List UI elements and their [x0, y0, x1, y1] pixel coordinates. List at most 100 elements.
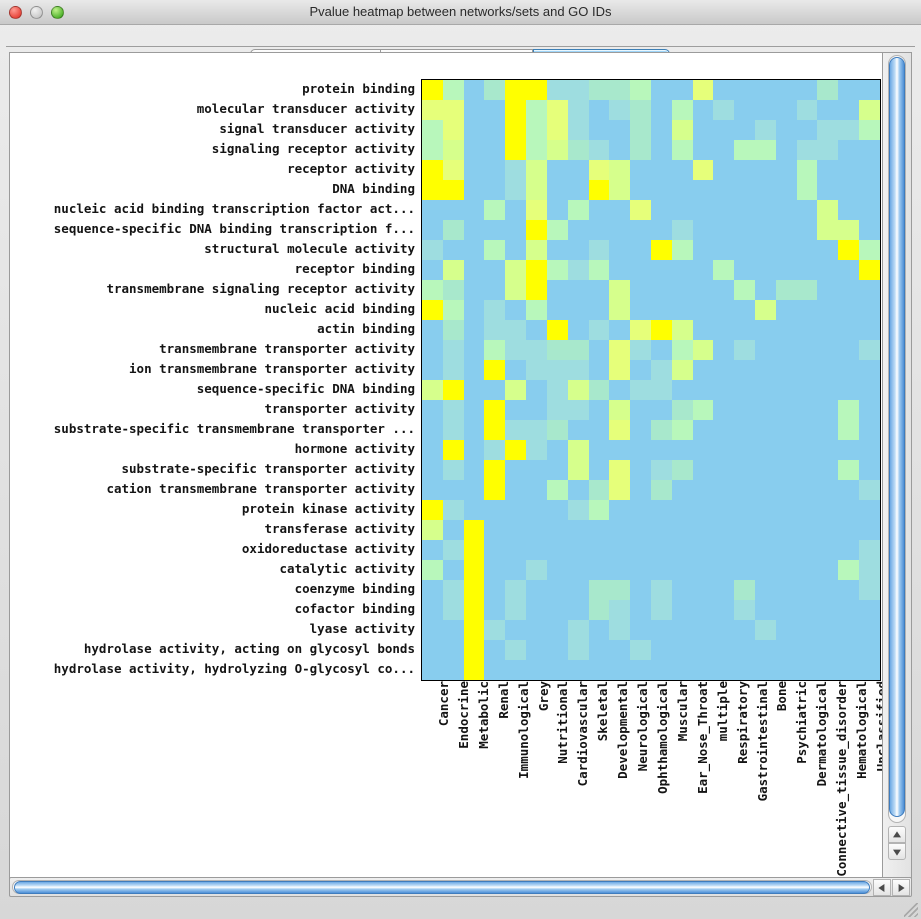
heatmap-cell[interactable]: [650, 380, 672, 400]
heatmap-cell[interactable]: [588, 340, 610, 360]
heatmap-cell[interactable]: [609, 220, 631, 240]
heatmap-cell[interactable]: [671, 460, 693, 480]
heatmap-cell[interactable]: [713, 540, 735, 560]
heatmap-cell[interactable]: [671, 660, 693, 680]
heatmap-cell[interactable]: [546, 260, 568, 280]
heatmap-cell[interactable]: [692, 640, 714, 660]
heatmap-cell[interactable]: [526, 540, 547, 560]
heatmap-cell[interactable]: [817, 120, 839, 140]
heatmap-cell[interactable]: [442, 240, 464, 260]
heatmap-cell[interactable]: [650, 460, 672, 480]
heatmap-cell[interactable]: [650, 160, 672, 180]
heatmap-cell[interactable]: [817, 660, 839, 680]
heatmap-cell[interactable]: [588, 80, 610, 100]
heatmap-cell[interactable]: [422, 420, 443, 440]
heatmap-cell[interactable]: [630, 220, 651, 240]
heatmap-cell[interactable]: [796, 140, 818, 160]
heatmap-cell[interactable]: [526, 660, 547, 680]
heatmap-cell[interactable]: [734, 80, 755, 100]
heatmap-cell[interactable]: [796, 580, 818, 600]
heatmap-cell[interactable]: [671, 480, 693, 500]
heatmap-cell[interactable]: [505, 460, 527, 480]
heatmap-cell[interactable]: [422, 100, 443, 120]
heatmap-cell[interactable]: [567, 80, 589, 100]
heatmap-cell[interactable]: [796, 80, 818, 100]
heatmap-cell[interactable]: [838, 240, 860, 260]
heatmap-cell[interactable]: [505, 120, 527, 140]
heatmap-cell[interactable]: [817, 80, 839, 100]
heatmap-cell[interactable]: [567, 620, 589, 640]
heatmap-cell[interactable]: [484, 460, 506, 480]
heatmap-cell[interactable]: [671, 580, 693, 600]
heatmap-cell[interactable]: [775, 620, 797, 640]
heatmap-cell[interactable]: [422, 540, 443, 560]
heatmap-cell[interactable]: [713, 200, 735, 220]
heatmap-cell[interactable]: [463, 520, 485, 540]
heatmap-cell[interactable]: [484, 140, 506, 160]
heatmap-cell[interactable]: [546, 220, 568, 240]
heatmap-cell[interactable]: [713, 240, 735, 260]
heatmap-cell[interactable]: [859, 240, 880, 260]
heatmap-cell[interactable]: [838, 500, 860, 520]
scroll-down-button[interactable]: [888, 843, 906, 860]
heatmap-cell[interactable]: [796, 300, 818, 320]
heatmap-cell[interactable]: [755, 220, 776, 240]
heatmap-cell[interactable]: [650, 440, 672, 460]
heatmap-cell[interactable]: [838, 340, 860, 360]
heatmap-cell[interactable]: [526, 260, 547, 280]
heatmap-cell[interactable]: [713, 300, 735, 320]
heatmap-cell[interactable]: [422, 340, 443, 360]
heatmap-cell[interactable]: [859, 640, 880, 660]
heatmap-cell[interactable]: [755, 360, 776, 380]
heatmap-cell[interactable]: [546, 120, 568, 140]
heatmap-cell[interactable]: [546, 280, 568, 300]
heatmap-cell[interactable]: [630, 580, 651, 600]
heatmap-cell[interactable]: [463, 420, 485, 440]
heatmap-cell[interactable]: [755, 240, 776, 260]
heatmap-cell[interactable]: [630, 80, 651, 100]
heatmap-cell[interactable]: [755, 380, 776, 400]
vertical-scrollbar[interactable]: [882, 53, 911, 881]
heatmap-cell[interactable]: [817, 620, 839, 640]
heatmap-cell[interactable]: [713, 440, 735, 460]
heatmap-cell[interactable]: [567, 160, 589, 180]
heatmap-cell[interactable]: [567, 500, 589, 520]
heatmap-cell[interactable]: [734, 640, 755, 660]
heatmap-cell[interactable]: [838, 320, 860, 340]
heatmap-cell[interactable]: [442, 460, 464, 480]
heatmap-cell[interactable]: [838, 100, 860, 120]
heatmap-cell[interactable]: [505, 220, 527, 240]
heatmap-cell[interactable]: [422, 520, 443, 540]
heatmap-cell[interactable]: [671, 360, 693, 380]
heatmap-cell[interactable]: [505, 180, 527, 200]
heatmap-cell[interactable]: [609, 320, 631, 340]
heatmap-cell[interactable]: [755, 320, 776, 340]
heatmap-cell[interactable]: [796, 420, 818, 440]
heatmap-cell[interactable]: [796, 380, 818, 400]
heatmap-cell[interactable]: [567, 140, 589, 160]
heatmap-cell[interactable]: [692, 120, 714, 140]
heatmap-cell[interactable]: [609, 640, 631, 660]
heatmap-cell[interactable]: [609, 660, 631, 680]
heatmap-cell[interactable]: [442, 320, 464, 340]
heatmap-cell[interactable]: [609, 140, 631, 160]
heatmap-cell[interactable]: [796, 480, 818, 500]
heatmap-cell[interactable]: [505, 440, 527, 460]
heatmap-cell[interactable]: [567, 580, 589, 600]
heatmap-canvas[interactable]: protein binding molecular transducer acti…: [10, 53, 882, 881]
heatmap-cell[interactable]: [567, 280, 589, 300]
heatmap-cell[interactable]: [838, 520, 860, 540]
heatmap-cell[interactable]: [671, 280, 693, 300]
heatmap-cell[interactable]: [671, 620, 693, 640]
heatmap-cell[interactable]: [734, 320, 755, 340]
heatmap-cell[interactable]: [671, 180, 693, 200]
heatmap-cell[interactable]: [463, 280, 485, 300]
heatmap-cell[interactable]: [671, 240, 693, 260]
heatmap-cell[interactable]: [422, 80, 443, 100]
horizontal-scroll-thumb[interactable]: [14, 881, 870, 894]
heatmap-cell[interactable]: [671, 600, 693, 620]
heatmap-cell[interactable]: [526, 360, 547, 380]
heatmap-cell[interactable]: [505, 260, 527, 280]
heatmap-cell[interactable]: [838, 560, 860, 580]
heatmap-cell[interactable]: [422, 140, 443, 160]
